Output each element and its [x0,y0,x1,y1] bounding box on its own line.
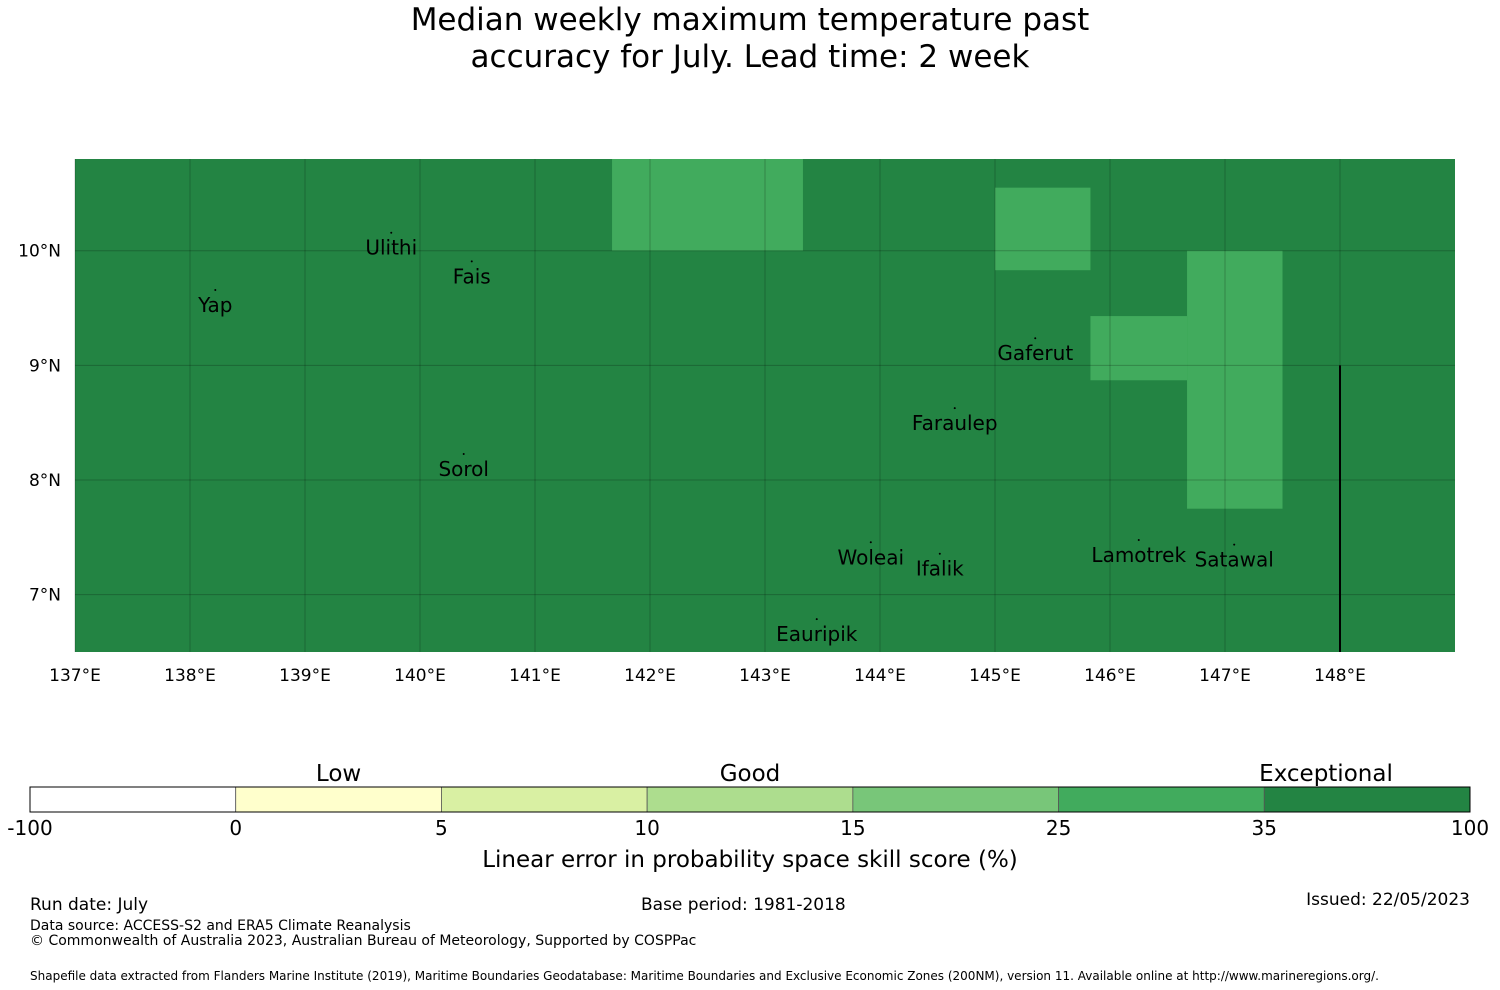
lon-tick-label: 139°E [279,666,331,686]
lon-tick-label: 143°E [739,666,791,686]
place-label: Lamotrek [1091,543,1186,567]
lon-tick-label: 138°E [164,666,216,686]
place-labels: Ulithi Fais Yap Gaferut Faraulep Sorol Woleai I… [197,231,1274,646]
shapefile-note: Shapefile data extracted from Flanders M… [30,969,1379,983]
lat-tick-label: 8°N [29,471,61,491]
place-label: Satawal [1195,548,1274,572]
island-marker [1233,543,1236,546]
colorbar-tick-label: 35 [1252,816,1277,840]
colorbar-bin [29,786,237,813]
lon-tick-label: 137°E [49,666,101,686]
colorbar-category-labels: Low Good Exceptional [316,761,1393,787]
highlight-cell-2 [1187,250,1283,509]
title-line-1: Median weekly maximum temperature past [410,2,1090,38]
place-label: Ulithi [365,236,417,260]
lon-tick-label: 146°E [1084,666,1136,686]
colorbar-tick-label: -100 [7,816,52,840]
place-label: Sorol [438,457,489,481]
gridlines [74,159,1455,652]
colorbar-bin [441,786,648,813]
map-title: Median weekly maximum temperature past a… [0,2,1500,76]
island-marker [214,289,217,292]
island-marker [938,552,941,555]
highlight-cell-3 [1090,316,1188,381]
island-marker [869,541,872,544]
colorbar-bin [1058,786,1265,813]
base-period: Base period: 1981-2018 [641,895,846,915]
place-label: Woleai [838,545,905,569]
colorbar-tick-label: 5 [435,816,448,840]
lon-tick-label: 144°E [854,666,906,686]
lat-tick-label: 7°N [29,586,61,606]
copyright: © Commonwealth of Australia 2023, Austra… [30,933,697,949]
lon-tick-label: 147°E [1199,666,1251,686]
place-label: Yap [197,293,232,317]
title-line-2: accuracy for July. Lead time: 2 week [470,39,1030,75]
highlight-cell-0 [612,159,803,251]
colorbar-tick-label: 100 [1451,816,1489,840]
colorbar-category-label: Exceptional [1259,761,1393,787]
colorbar-category-label: Low [316,761,361,787]
island-marker [815,618,818,621]
colorbar-category-label: Good [720,761,781,787]
colorbar-axis-label: Linear error in probability space skill … [482,847,1018,873]
place-label: Gaferut [997,341,1073,365]
colorbar-bin [1263,786,1471,813]
lon-tick-label: 142°E [624,666,676,686]
colorbar: Low Good Exceptional -100 0 5 10 15 25 35 100 Lin… [7,761,1489,873]
colorbar-tick-label: 15 [840,816,865,840]
island-marker [462,452,465,455]
colorbar-bin [852,786,1059,813]
highlight-cell-1 [995,187,1091,271]
island-marker [470,260,473,263]
longitude-tick-labels: 137°E 138°E 139°E 140°E 141°E 142°E 143°E 144°E… [49,666,1366,686]
run-date: Run date: July [30,895,149,915]
data-source: Data source: ACCESS-S2 and ERA5 Climate … [30,918,411,934]
colorbar-tick-label: 25 [1046,816,1071,840]
colorbar-tick-labels: -100 0 5 10 15 25 35 100 [7,816,1489,840]
lon-tick-label: 140°E [394,666,446,686]
colorbar-bins [29,786,1471,813]
colorbar-tick-label: 0 [229,816,242,840]
latitude-tick-labels: 10°N 9°N 8°N 7°N [18,242,61,606]
lon-tick-label: 141°E [509,666,561,686]
place-label: Eauripik [776,622,858,646]
place-label: Faraulep [912,411,998,435]
skill-score-map: Ulithi Fais Yap Gaferut Faraulep Sorol Woleai I… [18,159,1455,686]
island-marker [953,407,956,410]
island-marker [390,231,393,234]
island-marker [1034,337,1037,340]
colorbar-bin [646,786,854,813]
highlight-cells [612,159,1283,509]
issued-date: Issued: 22/05/2023 [1306,890,1470,910]
lat-tick-label: 9°N [29,356,61,376]
colorbar-bin [235,786,442,813]
lon-tick-label: 148°E [1314,666,1366,686]
colorbar-tick-label: 10 [634,816,659,840]
island-marker [1137,538,1140,541]
place-label: Ifalik [916,557,964,581]
colorbar-outline [29,786,1471,813]
lat-tick-label: 10°N [18,242,61,262]
lon-tick-label: 145°E [969,666,1021,686]
place-label: Fais [453,264,491,288]
